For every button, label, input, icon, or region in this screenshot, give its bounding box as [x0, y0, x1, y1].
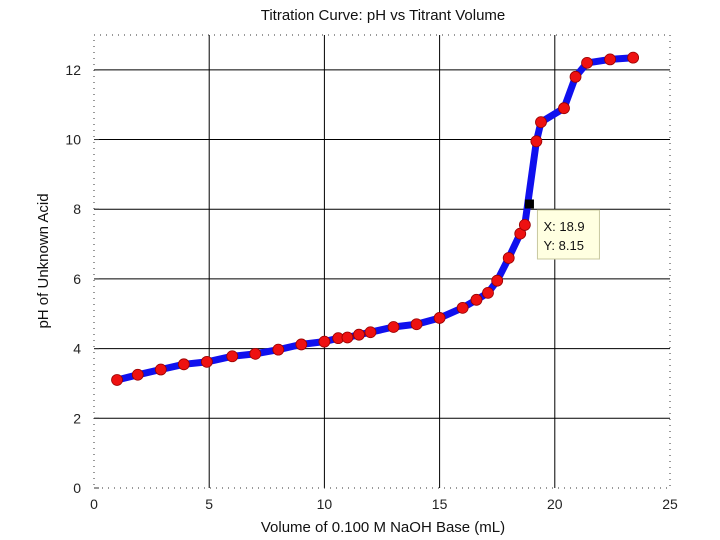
- data-point: [226, 350, 239, 363]
- data-point: [470, 293, 483, 306]
- data-point: [530, 135, 543, 148]
- y-tick-label: 6: [73, 271, 81, 287]
- datatip-x-label: X: 18.9: [543, 219, 584, 234]
- x-tick-label: 20: [547, 496, 563, 512]
- data-point: [482, 286, 494, 299]
- data-point: [318, 335, 331, 348]
- y-tick-label: 12: [65, 62, 81, 78]
- data-point: [387, 321, 400, 333]
- data-point: [272, 343, 285, 356]
- y-tick-label: 4: [73, 341, 81, 357]
- data-point: [456, 301, 469, 314]
- y-tick-label: 0: [73, 480, 81, 496]
- data-point: [433, 312, 446, 324]
- datatip-box: [536, 209, 600, 260]
- data-point: [177, 358, 190, 371]
- axis-ticks: 0 5 10 15 20 25 0 2 4 6 8 10 12: [65, 62, 678, 512]
- y-tick-label: 8: [73, 201, 81, 217]
- x-tick-label: 15: [432, 496, 448, 512]
- data-point: [558, 102, 570, 115]
- data-point: [518, 219, 531, 231]
- plot-frame: [93, 34, 671, 489]
- datatip-y-label: Y: 8.15: [543, 238, 583, 253]
- x-axis-label: Volume of 0.100 M NaOH Base (mL): [261, 519, 505, 536]
- data-point: [627, 51, 640, 64]
- data-point: [604, 53, 616, 66]
- data-point: [569, 70, 582, 83]
- x-tick-label: 5: [205, 496, 213, 512]
- datatip: X: 18.9 Y: 8.15: [524, 199, 600, 260]
- data-point: [200, 355, 213, 368]
- datatip-marker: [524, 199, 534, 209]
- data-point: [341, 331, 354, 344]
- y-axis-label: pH of Unknown Acid: [35, 193, 52, 328]
- data-point: [249, 347, 262, 360]
- y-tick-label: 2: [73, 410, 81, 426]
- data-point: [502, 252, 515, 264]
- series-ph: [111, 51, 640, 386]
- data-point: [535, 116, 547, 129]
- data-point: [295, 338, 308, 351]
- data-point: [111, 374, 123, 386]
- y-tick-label: 10: [65, 132, 81, 148]
- x-tick-label: 0: [90, 496, 98, 512]
- data-point: [154, 363, 167, 376]
- data-point: [491, 274, 504, 287]
- x-tick-label: 10: [317, 496, 333, 512]
- x-tick-label: 25: [662, 496, 678, 512]
- data-point: [410, 318, 423, 331]
- chart-title: Titration Curve: pH vs Titrant Volume: [261, 7, 506, 24]
- data-point: [364, 326, 377, 339]
- data-point: [581, 56, 593, 69]
- data-point: [353, 328, 365, 341]
- grid: [94, 35, 670, 488]
- data-point: [131, 368, 144, 381]
